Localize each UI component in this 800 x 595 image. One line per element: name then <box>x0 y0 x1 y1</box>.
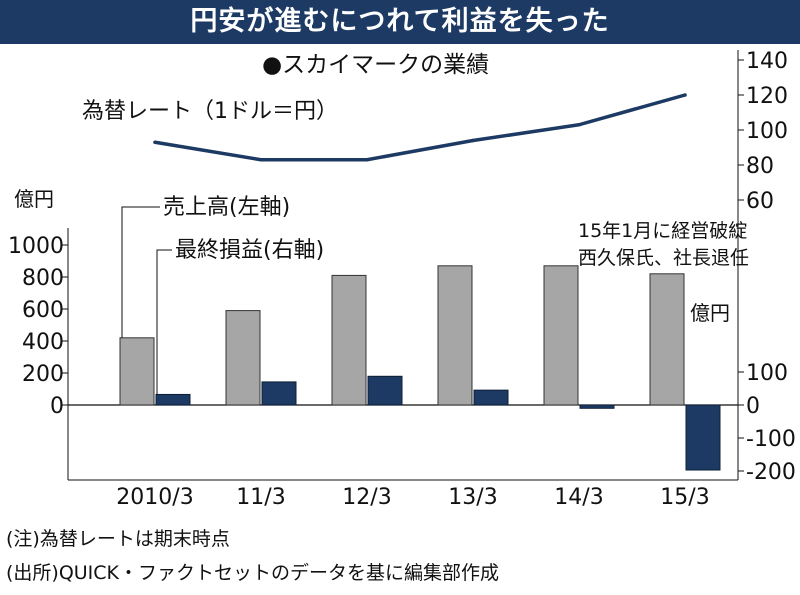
exchange-rate-point <box>259 157 263 162</box>
left-axis-unit: 億円 <box>14 187 54 211</box>
left-axis-tick-label: 200 <box>22 362 64 387</box>
sales-bar <box>331 274 367 406</box>
rate-axis-tick-label: 100 <box>746 119 788 144</box>
left-axis-tick-label: 600 <box>22 298 64 323</box>
left-axis-tick-label: 0 <box>50 394 64 419</box>
sales-legend-leader <box>121 206 160 338</box>
profit-bar <box>261 381 297 406</box>
left-axis-tick-label: 1000 <box>8 234 64 259</box>
exchange-rate-point <box>365 157 369 162</box>
profit-bar <box>155 393 191 406</box>
rate-axis-tick-label: 120 <box>746 84 788 109</box>
right-axis-tick-label: 100 <box>746 361 788 386</box>
x-tick-label: 15/3 <box>660 485 709 510</box>
sales-bar <box>225 310 261 406</box>
right-axis-tick-label: -200 <box>746 460 796 485</box>
right-axis-unit: 億円 <box>690 301 730 325</box>
exchange-rate-point <box>577 122 581 127</box>
exchange-rate-label: 為替レート（1ドル＝円） <box>82 99 338 124</box>
profit-legend-label: 最終損益(右軸) <box>175 238 324 263</box>
x-tick-label: 13/3 <box>448 485 497 510</box>
profit-legend-leader <box>156 249 172 395</box>
sales-bar <box>437 265 473 406</box>
rate-axis-tick-label: 80 <box>746 154 774 179</box>
sales-legend-label: 売上高(左軸) <box>163 195 290 220</box>
x-tick-label: 14/3 <box>554 485 603 510</box>
left-axis-tick-label: 800 <box>22 266 64 291</box>
rate-axis-tick-label: 140 <box>746 49 788 74</box>
bankruptcy-annotation-line2: 西久保氏、社長退任 <box>578 247 749 269</box>
profit-bar <box>367 375 403 406</box>
note-source: (出所)QUICK・ファクトセットのデータを基に編集部作成 <box>6 562 500 584</box>
chart-title: 円安が進むにつれて利益を失った <box>0 0 800 44</box>
x-tick-label: 11/3 <box>236 485 285 510</box>
note-exchange-rate: (注)為替レートは期末時点 <box>6 528 230 550</box>
sales-bar <box>649 273 685 406</box>
x-tick-label: 12/3 <box>342 485 391 510</box>
profit-bar <box>579 404 615 409</box>
sales-bar <box>119 337 155 406</box>
profit-bar <box>473 389 509 406</box>
exchange-rate-point <box>471 138 475 143</box>
right-axis-tick-label: -100 <box>746 427 796 452</box>
chart-subtitle: ●スカイマークの業績 <box>262 52 489 78</box>
exchange-rate-point <box>683 93 687 97</box>
exchange-rate-line <box>154 93 686 162</box>
rate-axis-tick-label: 60 <box>746 189 774 214</box>
exchange-rate-point <box>153 140 157 145</box>
sales-bar <box>543 265 579 406</box>
bankruptcy-annotation-line1: 15年1月に経営破綻 <box>578 220 747 242</box>
right-axis-tick-label: 0 <box>746 394 760 419</box>
profit-bar <box>685 404 721 471</box>
left-axis-tick-label: 400 <box>22 330 64 355</box>
x-tick-label: 2010/3 <box>116 485 193 510</box>
